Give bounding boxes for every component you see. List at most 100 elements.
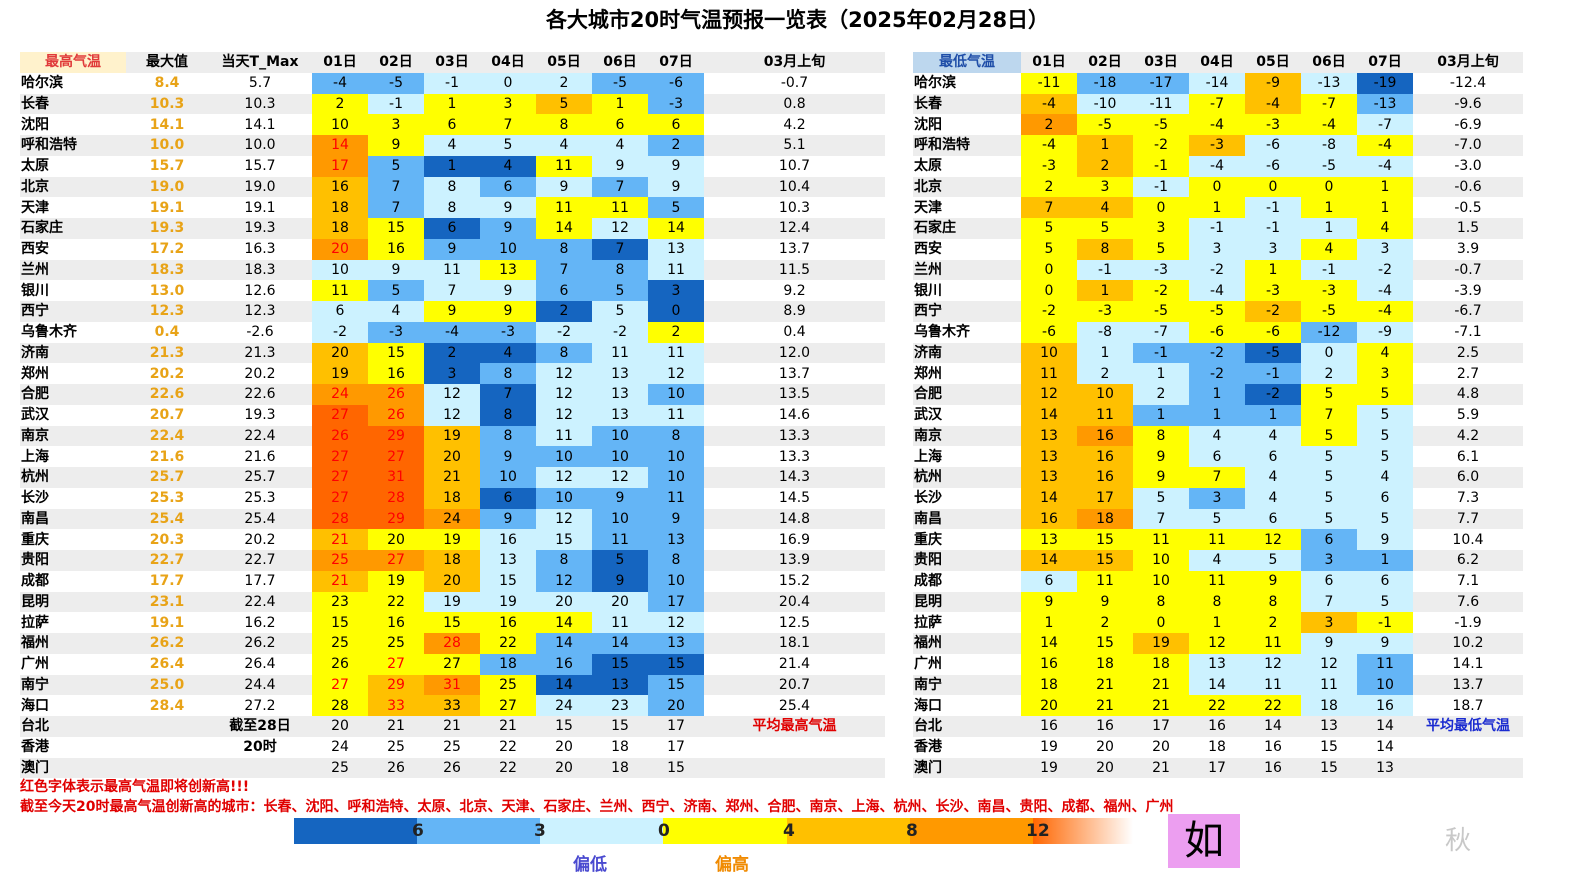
today-tmax: 16.3 — [244, 241, 276, 258]
day-value: 10 — [536, 487, 592, 509]
city-name: 济南 — [20, 342, 126, 364]
day-value: -2 — [1133, 280, 1189, 301]
day-value: 9 — [1133, 446, 1189, 467]
city-name: 兰州 — [20, 259, 126, 281]
dekad-avg: 7.6 — [1413, 591, 1523, 613]
day-value: 4 — [1189, 550, 1245, 571]
day-value: 10 — [1133, 550, 1189, 571]
day-value: -2 — [1021, 301, 1077, 322]
tmax-row: 沈阳 14.1 14.1 10 3 6 7 8 6 6 4.2 — [20, 114, 885, 135]
day-value: 11 — [1189, 529, 1245, 550]
day-value: 18 — [480, 653, 536, 675]
day-value: 5 — [1189, 508, 1245, 530]
dekad-avg: -6.9 — [1454, 116, 1482, 133]
dekad-avg: 10.4 — [1452, 531, 1484, 548]
legend-seg-dark-blue — [294, 818, 417, 844]
day-value: 18 — [1021, 674, 1077, 696]
day-value: 14 — [312, 135, 368, 156]
max-value — [126, 737, 208, 758]
day-value: 15 — [536, 529, 592, 550]
day-value: -6 — [1245, 155, 1301, 177]
day-value: 9 — [648, 508, 704, 530]
day-value: 11 — [648, 259, 704, 281]
city-name: 天津 — [914, 199, 942, 216]
day-value: 16 — [1077, 467, 1133, 488]
day-value: 13 — [1021, 529, 1077, 550]
day-value: 8 — [1133, 425, 1189, 447]
legend-seg-yellow — [663, 818, 787, 844]
city-name: 银川 — [21, 282, 49, 299]
day-value: 11 — [1245, 633, 1301, 654]
day-value: 14 — [1021, 550, 1077, 571]
tmin-row: 合肥 12 10 2 1 -2 5 5 4.8 — [913, 384, 1523, 405]
day-value: 7 — [1301, 591, 1357, 613]
day-value: 22 — [1189, 695, 1245, 716]
day-value: 8 — [480, 404, 536, 426]
logo: 如 — [1168, 814, 1240, 868]
day-value: -4 — [1357, 301, 1413, 322]
day-value: 9 — [424, 238, 480, 260]
dekad-avg: 13.7 — [1413, 674, 1523, 696]
day-value: 25 — [387, 739, 405, 756]
today-tmax: 20时 — [243, 739, 277, 756]
day-value: 9 — [592, 570, 648, 592]
dekad-avg: 13.3 — [778, 448, 811, 465]
day-value: 27 — [312, 467, 368, 488]
tmax-table: 最高气温 最大值 当天T_Max 01日 02日 03日 04日 05日 06日 07日 03月上旬… — [20, 52, 885, 779]
day-value: 15 — [648, 653, 704, 675]
day-value: -3 — [1301, 280, 1357, 301]
dekad-avg: 6.1 — [1456, 448, 1480, 465]
tmax-header-row: 最高气温 最大值 当天T_Max 01日 02日 03日 04日 05日 06日 07日 03月上旬 — [20, 52, 885, 73]
day-value: 12 — [536, 384, 592, 405]
city-name: 武汉 — [914, 407, 942, 424]
day-value: 11 — [1245, 674, 1301, 696]
day-value: 21 — [1077, 695, 1133, 716]
day-value: 15 — [592, 716, 648, 737]
dekad-avg — [1413, 737, 1523, 758]
tmax-row: 石家庄 19.3 19.3 18 15 6 9 14 12 14 12.4 — [20, 218, 885, 239]
day-value: 16 — [536, 653, 592, 675]
max-value: 25.0 — [126, 674, 208, 696]
day-value: 0 — [480, 72, 536, 94]
day-value: 13 — [1021, 446, 1077, 467]
day-value: 5 — [1133, 487, 1189, 509]
day-value: 19 — [424, 425, 480, 447]
day-value: 18 — [312, 218, 368, 239]
day-value: 11 — [648, 404, 704, 426]
dekad-avg — [704, 737, 885, 758]
legend-label-8: 8 — [906, 821, 918, 841]
city-name: 沈阳 — [21, 116, 49, 133]
day-value: 5 — [1301, 425, 1357, 447]
day-value: 20 — [648, 695, 704, 716]
day-value: 0 — [648, 301, 704, 322]
city-name: 西安 — [914, 241, 942, 258]
city-name: 沈阳 — [914, 116, 942, 133]
max-value: 23.1 — [126, 591, 208, 613]
day-value: 21 — [424, 467, 480, 488]
dekad-avg: 6.0 — [1413, 467, 1523, 488]
city-name: 石家庄 — [913, 218, 1021, 239]
day-value: 16 — [1245, 757, 1301, 779]
today-tmax: 21.3 — [208, 342, 312, 364]
day-value: 3 — [1357, 363, 1413, 384]
day-value: 12 — [1245, 529, 1301, 550]
day-value: 10 — [592, 446, 648, 467]
day-value: 16 — [1264, 739, 1282, 756]
day-value: 5 — [368, 155, 424, 177]
city-name: 太原 — [21, 158, 49, 175]
day-value: 14 — [1376, 739, 1394, 756]
day-value: 5 — [1357, 446, 1413, 467]
day-value: -10 — [1077, 93, 1133, 115]
day-value: 1 — [1189, 197, 1245, 218]
city-name: 南京 — [20, 425, 126, 447]
day-value: 19 — [424, 591, 480, 613]
legend-seg-deep-orange — [1033, 818, 1133, 844]
day-value: 18 — [592, 757, 648, 779]
city-name: 兰州 — [913, 259, 1021, 281]
day-value: 20 — [1077, 757, 1133, 779]
day-value: 11 — [648, 342, 704, 364]
day-value: 11 — [592, 197, 648, 218]
day-value: 24 — [536, 695, 592, 716]
tmin-row: 郑州 11 2 1 -2 -1 2 3 2.7 — [913, 363, 1523, 384]
day-value: 15 — [592, 653, 648, 675]
